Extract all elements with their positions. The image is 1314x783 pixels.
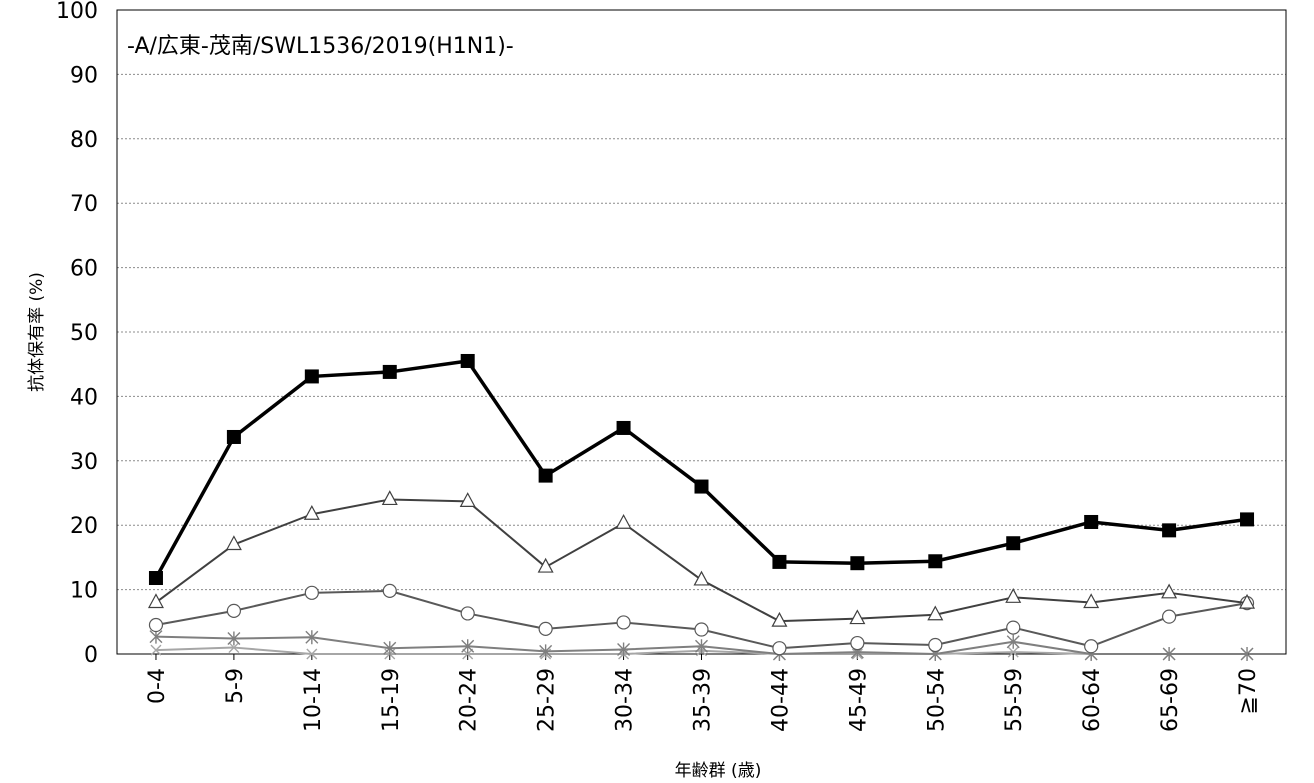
y-tick-label: 60 bbox=[70, 257, 98, 282]
y-tick-label: 40 bbox=[70, 385, 98, 410]
data-point bbox=[147, 593, 164, 609]
y-tick-label: 90 bbox=[70, 63, 98, 88]
data-point bbox=[148, 571, 163, 586]
data-point bbox=[461, 639, 475, 654]
data-point bbox=[459, 492, 476, 507]
data-point bbox=[381, 490, 398, 506]
data-point bbox=[462, 648, 474, 660]
data-point bbox=[306, 648, 318, 660]
series-triangle bbox=[147, 490, 1256, 627]
data-point bbox=[1162, 647, 1176, 661]
x-tick-label: 55-59 bbox=[1002, 668, 1027, 732]
x-tick-label: 25-29 bbox=[535, 668, 560, 732]
data-point bbox=[927, 605, 944, 621]
x-axis-title: 年齢群 (歳) bbox=[675, 761, 762, 781]
x-tick-label: 50-54 bbox=[924, 668, 949, 732]
data-point bbox=[460, 353, 475, 368]
data-point bbox=[537, 557, 554, 573]
x-tick-label: 65-69 bbox=[1158, 668, 1183, 732]
series-line bbox=[155, 498, 1248, 623]
x-tick-label: 35-39 bbox=[691, 668, 716, 732]
y-tick-label: 10 bbox=[70, 579, 98, 604]
data-point bbox=[1006, 634, 1020, 649]
chart-title: -A/広東-茂南/SWL1536/2019(H1N1)- bbox=[127, 34, 514, 59]
data-point bbox=[303, 504, 320, 520]
data-point bbox=[304, 585, 319, 600]
data-point bbox=[305, 630, 319, 645]
data-point bbox=[148, 617, 164, 633]
x-tick-label: 20-24 bbox=[457, 668, 482, 732]
data-point bbox=[928, 637, 943, 653]
data-point bbox=[616, 615, 631, 630]
data-point bbox=[928, 554, 943, 569]
y-axis-ticks: 0 10 20 30 40 50 60 70 80 90 100 bbox=[56, 0, 98, 668]
data-point bbox=[1240, 647, 1254, 661]
data-point bbox=[1161, 609, 1177, 624]
data-point bbox=[771, 611, 788, 627]
data-point bbox=[615, 514, 632, 529]
data-point bbox=[1006, 536, 1021, 551]
data-point bbox=[225, 535, 242, 551]
data-point bbox=[1240, 512, 1255, 527]
x-tick-label: 10-14 bbox=[301, 668, 326, 732]
gridlines bbox=[117, 73, 1286, 591]
data-point bbox=[538, 621, 553, 636]
x-tick-label: 40-44 bbox=[768, 668, 793, 732]
data-point bbox=[617, 642, 631, 657]
x-tick-label: 30-34 bbox=[613, 668, 638, 732]
y-tick-label: 70 bbox=[70, 192, 98, 217]
data-point bbox=[772, 641, 787, 656]
data-point bbox=[695, 639, 708, 654]
data-point bbox=[850, 556, 865, 571]
series-group bbox=[147, 353, 1256, 661]
data-point bbox=[460, 606, 475, 621]
data-point bbox=[382, 364, 397, 379]
data-point bbox=[1084, 514, 1099, 529]
data-point bbox=[383, 641, 397, 656]
data-point bbox=[1007, 646, 1019, 658]
data-point bbox=[1161, 583, 1178, 599]
data-point bbox=[227, 631, 241, 646]
data-point bbox=[382, 583, 397, 598]
y-tick-label: 0 bbox=[84, 643, 98, 668]
data-point bbox=[539, 644, 553, 659]
y-tick-label: 30 bbox=[70, 450, 98, 475]
y-tick-label: 100 bbox=[56, 0, 98, 24]
data-point bbox=[694, 622, 709, 637]
data-point bbox=[1083, 593, 1100, 609]
x-tick-label: 0-4 bbox=[145, 668, 170, 704]
data-point bbox=[1005, 588, 1022, 603]
data-point bbox=[694, 479, 709, 494]
data-point bbox=[150, 644, 162, 656]
data-point bbox=[850, 635, 865, 651]
y-axis-title: 抗体保有率 (%) bbox=[27, 272, 47, 392]
data-point bbox=[228, 642, 240, 654]
data-point bbox=[226, 603, 241, 618]
data-point bbox=[1239, 593, 1256, 609]
data-point bbox=[772, 554, 787, 569]
data-point bbox=[304, 369, 319, 384]
x-tick-label: 5-9 bbox=[223, 668, 248, 704]
x-tick-label: ≧70 bbox=[1236, 668, 1261, 714]
x-tick-label: 15-19 bbox=[379, 668, 404, 732]
data-point bbox=[538, 468, 553, 483]
x-tick-label: 60-64 bbox=[1080, 668, 1105, 732]
y-tick-label: 80 bbox=[70, 128, 98, 153]
data-point bbox=[693, 570, 710, 586]
data-point bbox=[1006, 620, 1021, 635]
data-point bbox=[1162, 523, 1177, 538]
data-point bbox=[849, 609, 866, 625]
data-point bbox=[616, 420, 631, 435]
y-tick-label: 20 bbox=[70, 514, 98, 539]
series-line bbox=[154, 359, 1248, 579]
series-square bbox=[148, 353, 1255, 586]
data-point bbox=[226, 429, 241, 444]
x-tick-label: 45-49 bbox=[846, 668, 871, 732]
x-axis-ticks: 0-4 5-9 10-14 15-19 20-24 25-29 30-34 35-39 40-4… bbox=[145, 654, 1261, 732]
data-point bbox=[1084, 639, 1099, 654]
y-tick-label: 50 bbox=[70, 321, 98, 346]
